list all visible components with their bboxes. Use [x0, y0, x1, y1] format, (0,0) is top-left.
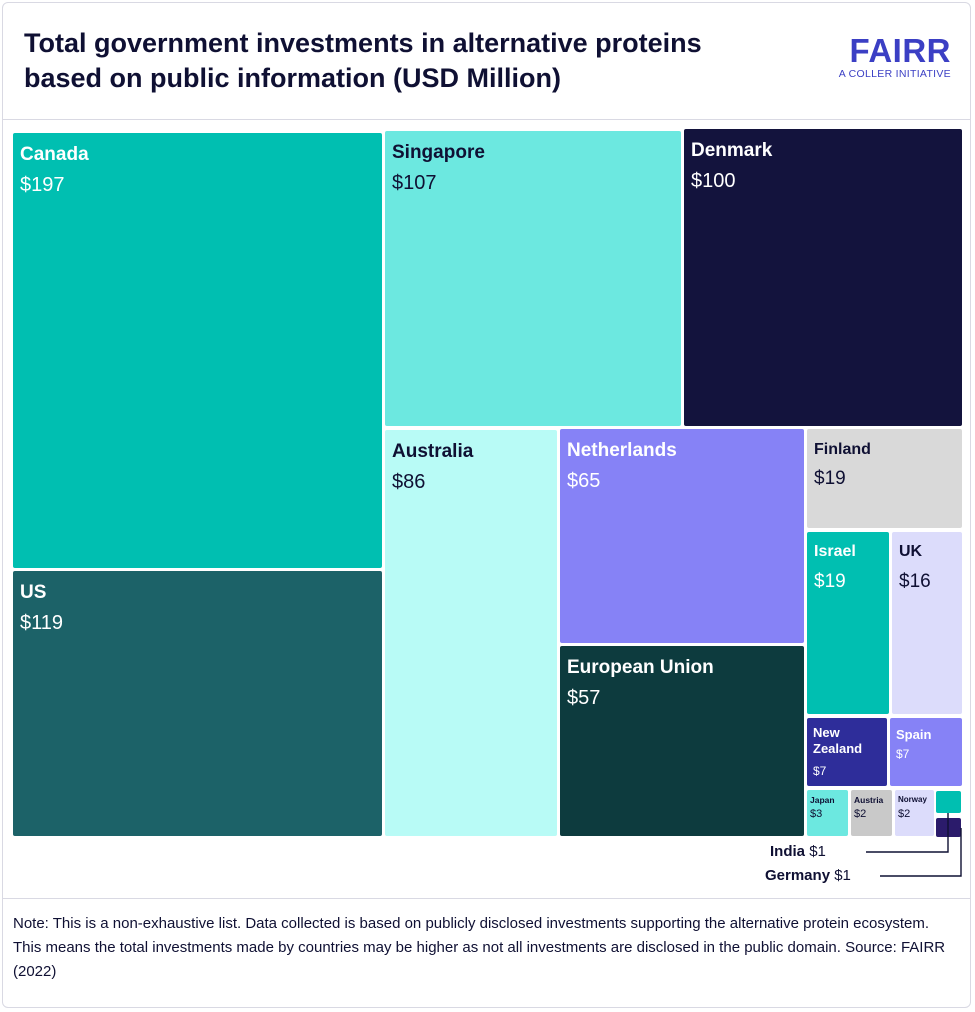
callout-india-value: $1 [809, 843, 826, 860]
tile-label-israel: Israel [814, 543, 856, 560]
treemap-tile-japan: Japan $3 [807, 790, 848, 836]
tile-value-norway: $2 [898, 808, 911, 820]
callout-germany-name: Germany [765, 867, 831, 884]
callout-germany-value: $1 [834, 867, 851, 884]
treemap-tile-new-zealand: New Zealand $7 [807, 718, 887, 786]
treemap-tile-norway: Norway $2 [895, 790, 934, 836]
tile-label-european-union: European Union [567, 657, 714, 678]
treemap-tile-european-union: European Union $57 [560, 646, 804, 836]
brand-name: FAIRR [849, 32, 951, 69]
tile-label-austria: Austria [854, 795, 884, 805]
callout-india: India $1 [770, 843, 826, 860]
tile-label-uk: UK [899, 543, 923, 560]
tile-label-denmark: Denmark [691, 140, 773, 161]
callout-india-name: India [770, 843, 806, 860]
callout-germany: Germany $1 [765, 867, 851, 884]
tile-label-netherlands: Netherlands [567, 440, 677, 461]
treemap-tile-singapore: Singapore $107 [385, 131, 681, 426]
tile-value-israel: $19 [814, 571, 846, 592]
tile-label-japan: Japan [810, 795, 835, 805]
tile-value-singapore: $107 [392, 172, 437, 194]
chart-title: Total government investments in alternat… [24, 28, 702, 93]
tile-value-finland: $19 [814, 468, 846, 489]
footnote: Note: This is a non-exhaustive list. Dat… [13, 915, 946, 980]
tile-label-new-zealand: New Zealand [813, 725, 863, 756]
tile-value-uk: $16 [899, 571, 931, 592]
treemap-tile-spain: Spain $7 [890, 718, 962, 786]
tile-value-new-zealand: $7 [813, 764, 827, 778]
treemap-tile-us: US $119 [13, 571, 382, 836]
treemap-tile-india [936, 791, 961, 813]
treemap-tile-canada: Canada $197 [13, 133, 382, 568]
treemap-tile-germany [936, 818, 961, 837]
tile-value-netherlands: $65 [567, 470, 601, 492]
brand-logo: FAIRR A COLLER INITIATIVE [838, 32, 951, 81]
tile-label-norway: Norway [898, 795, 927, 804]
tile-value-japan: $3 [810, 808, 823, 820]
tile-label-spain: Spain [896, 727, 932, 742]
tile-value-austria: $2 [854, 808, 867, 820]
tile-label-finland: Finland [814, 441, 871, 458]
tile-value-australia: $86 [392, 471, 426, 493]
tile-value-canada: $197 [20, 174, 65, 196]
treemap-tile-netherlands: Netherlands $65 [560, 429, 804, 643]
footer-divider [2, 898, 971, 899]
tile-value-us: $119 [20, 612, 64, 634]
tile-value-denmark: $100 [691, 170, 736, 192]
tile-label-canada: Canada [20, 144, 89, 165]
tile-value-spain: $7 [896, 747, 910, 761]
treemap-tile-denmark: Denmark $100 [684, 129, 962, 426]
treemap-tile-australia: Australia $86 [385, 430, 557, 836]
treemap-tile-finland: Finland $19 [807, 429, 962, 528]
brand-tagline: A COLLER INITIATIVE [838, 68, 951, 80]
tile-label-australia: Australia [392, 441, 474, 462]
tile-label-singapore: Singapore [392, 142, 485, 163]
treemap-tile-uk: UK $16 [892, 532, 962, 714]
treemap-tile-austria: Austria $2 [851, 790, 892, 836]
tile-value-european-union: $57 [567, 687, 601, 709]
header-divider [2, 119, 971, 120]
treemap-tile-israel: Israel $19 [807, 532, 889, 714]
tile-label-us: US [20, 582, 47, 603]
